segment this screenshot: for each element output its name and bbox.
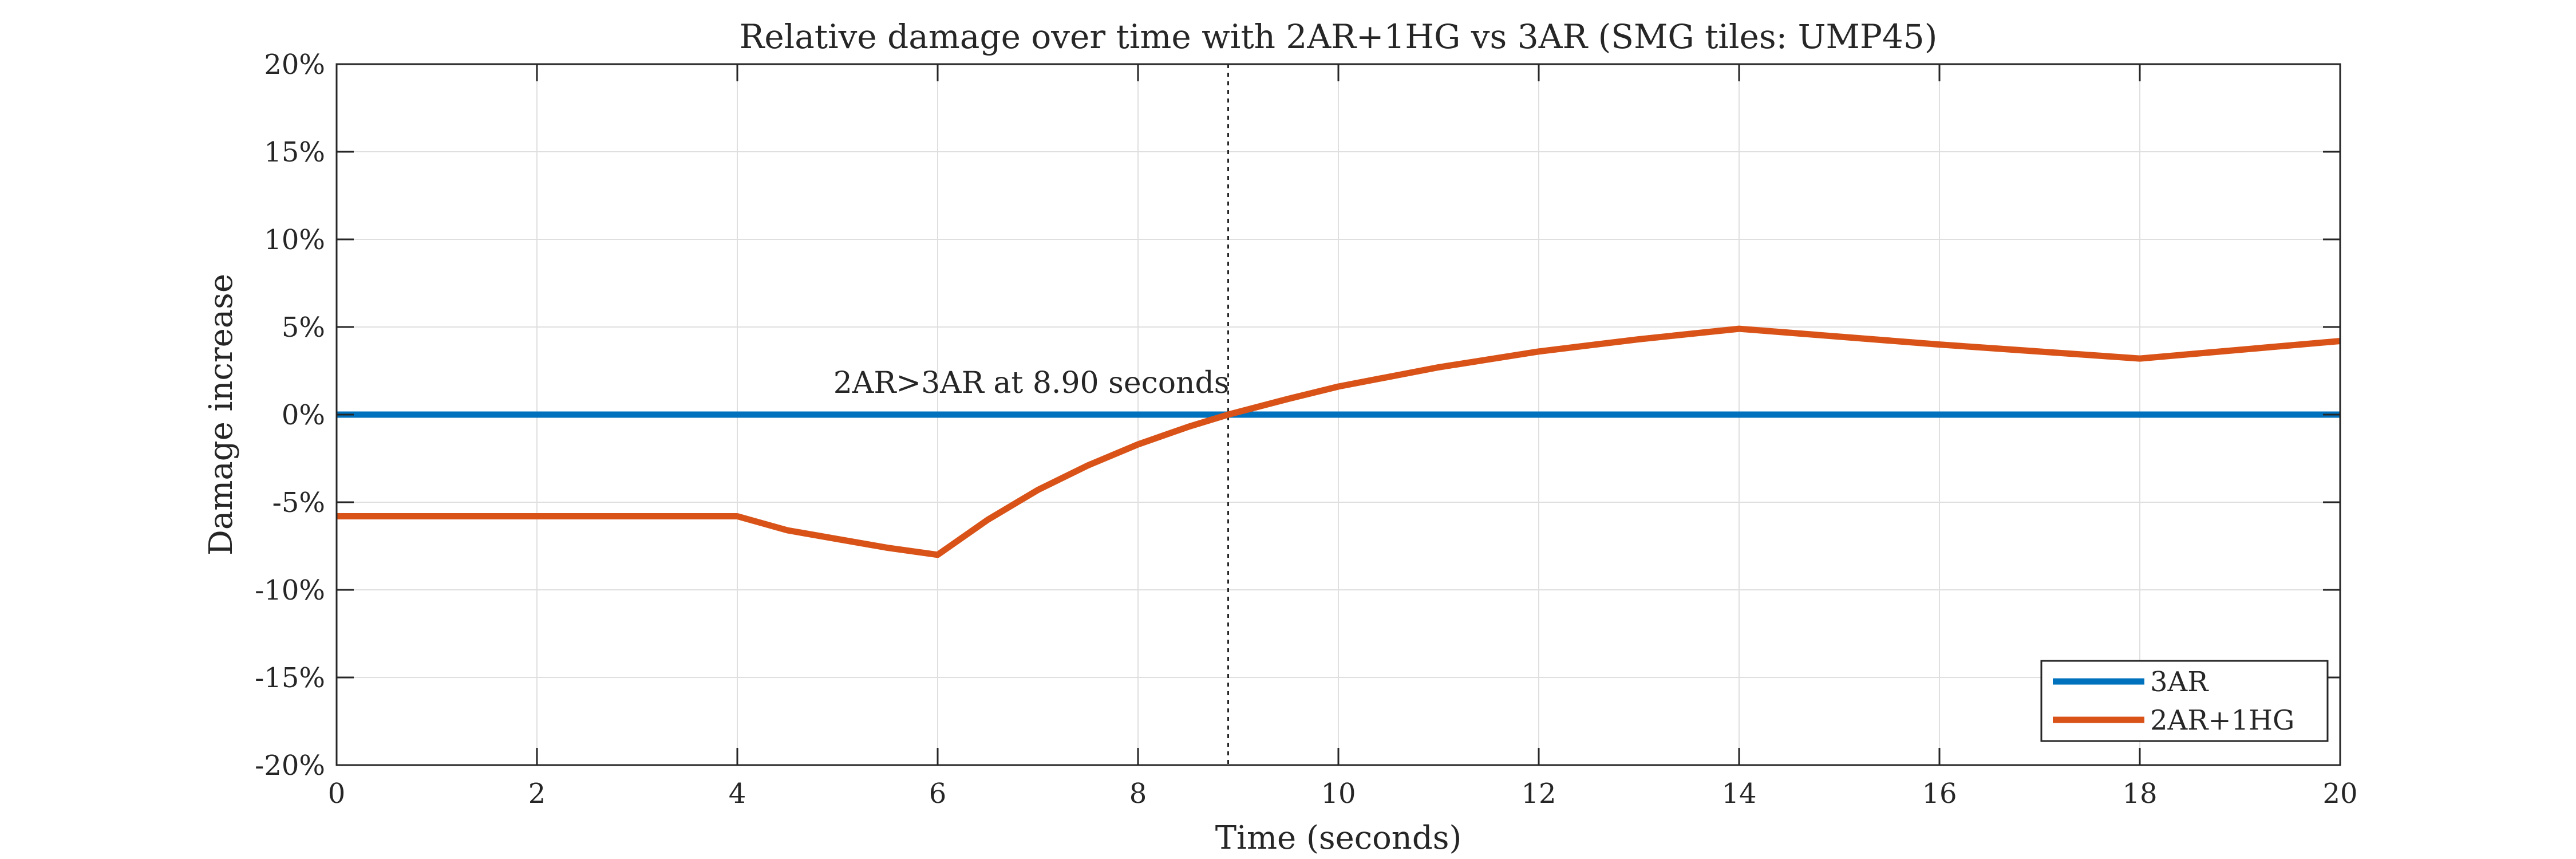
x-tick-label: 14 bbox=[1721, 778, 1756, 810]
legend: 3AR 2AR+1HG bbox=[2040, 660, 2329, 742]
x-tick-label: 0 bbox=[328, 778, 346, 810]
x-tick-label: 6 bbox=[929, 778, 947, 810]
series-line-2ar-1hg bbox=[337, 325, 2341, 558]
x-tick-label: 10 bbox=[1321, 778, 1356, 810]
y-tick-label: 0% bbox=[282, 399, 325, 431]
annotation-label: 2AR>3AR at 8.90 seconds bbox=[833, 366, 1230, 400]
y-tick-label: -15% bbox=[255, 662, 325, 694]
x-tick-label: 2 bbox=[528, 778, 546, 810]
y-tick-label: 15% bbox=[264, 136, 325, 168]
legend-box bbox=[2040, 660, 2329, 742]
chart-title: Relative damage over time with 2AR+1HG v… bbox=[740, 17, 1938, 56]
y-tick-label: 10% bbox=[264, 224, 325, 256]
x-tick-label: 18 bbox=[2122, 778, 2157, 810]
y-tick-label: 20% bbox=[264, 49, 325, 81]
y-tick-label: 5% bbox=[282, 312, 325, 344]
y-axis-label: Damage increase bbox=[203, 274, 240, 555]
legend-label: 3AR bbox=[2150, 666, 2209, 698]
grid bbox=[337, 64, 2340, 765]
y-tick-label: -10% bbox=[255, 574, 325, 606]
x-tick-label: 4 bbox=[729, 778, 746, 810]
y-tick-label: -5% bbox=[272, 487, 325, 519]
x-tick-label: 12 bbox=[1521, 778, 1556, 810]
ticks: 0 2 4 6 8 10 12 14 16 18 20 -20% -15% -10% -5% 0% 5% 10% 1… bbox=[255, 49, 2357, 810]
series-layer bbox=[337, 325, 2341, 558]
x-tick-label: 8 bbox=[1129, 778, 1147, 810]
x-axis-label: Time (seconds) bbox=[1215, 819, 1462, 857]
legend-label: 2AR+1HG bbox=[2150, 704, 2294, 736]
x-tick-label: 20 bbox=[2322, 778, 2357, 810]
x-tick-label: 16 bbox=[1922, 778, 1957, 810]
y-tick-label: -20% bbox=[255, 750, 325, 782]
